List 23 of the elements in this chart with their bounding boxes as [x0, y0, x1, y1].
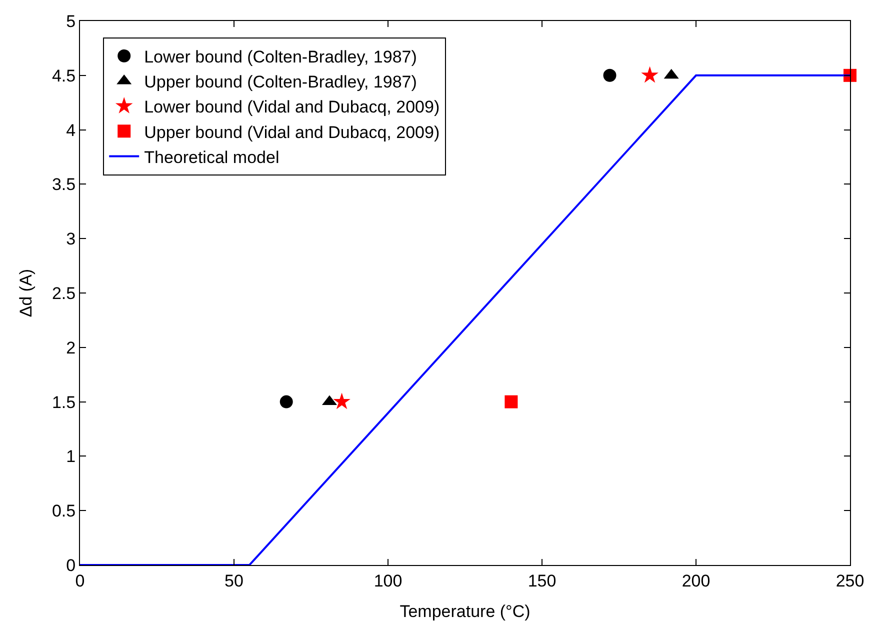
x-tick-label: 200: [682, 571, 710, 590]
y-tick-label: 0: [66, 556, 76, 575]
legend-label: Upper bound (Colten-Bradley, 1987): [144, 72, 417, 92]
y-tick-label: 3: [66, 230, 76, 249]
x-tick-label: 250: [836, 571, 864, 590]
y-tick-label: 2.5: [52, 284, 76, 303]
x-tick-label: 50: [224, 571, 244, 590]
y-tick-label: 3.5: [52, 175, 76, 194]
x-tick-label: 150: [528, 571, 556, 590]
y-tick-label: 4: [66, 120, 76, 140]
y-tick-label: 1: [66, 447, 76, 466]
legend-label: Upper bound (Vidal and Dubacq, 2009): [144, 122, 440, 142]
y-tick-label: 2: [66, 338, 76, 358]
y-tick-label: 0.5: [52, 502, 76, 521]
y-axis-title: Δd (A): [16, 268, 36, 318]
y-tick-label: 4.5: [52, 66, 76, 86]
y-tick-label: 5: [66, 12, 76, 31]
legend-label: Lower bound (Vidal and Dubacq, 2009): [144, 98, 440, 117]
y-tick-label: 1.5: [52, 392, 76, 412]
x-tick-label: 100: [374, 571, 402, 590]
x-axis-title: Temperature (°C): [400, 602, 530, 621]
legend-label: Theoretical model: [144, 148, 280, 167]
legend-label: Lower bound (Colten-Bradley, 1987): [144, 48, 417, 66]
